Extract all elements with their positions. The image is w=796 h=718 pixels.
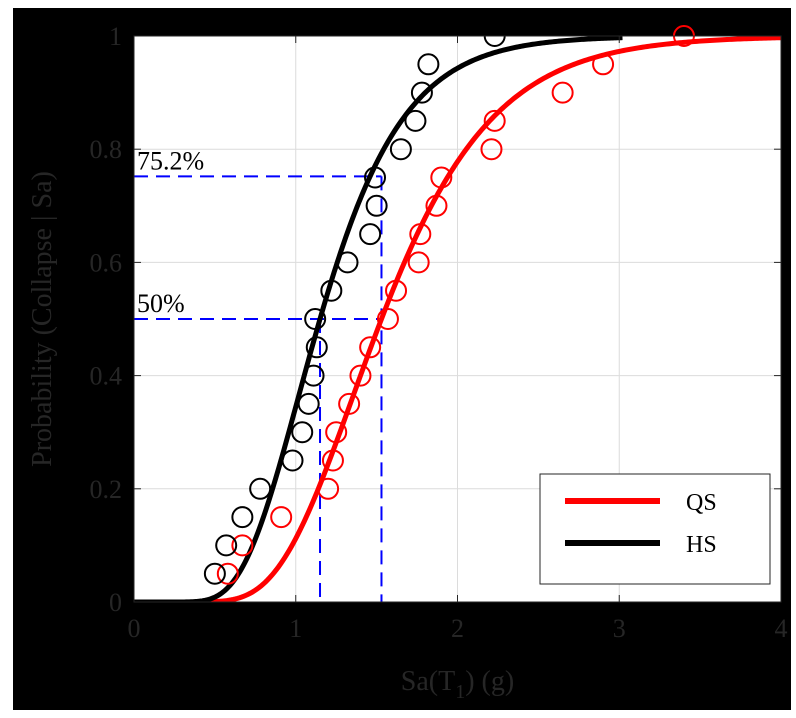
data-point-hs [302, 364, 325, 387]
y-tick-label: 0 [109, 588, 122, 617]
data-point-hs [417, 53, 440, 76]
data-point-hs [404, 109, 427, 132]
data-point-hs [297, 392, 320, 415]
guide-lines [134, 175, 383, 602]
data-point-hs [203, 562, 226, 585]
data-point-qs [216, 562, 239, 585]
data-point-qs [407, 251, 430, 274]
legend: QS HS [539, 473, 771, 585]
legend-label-hs: HS [686, 532, 717, 558]
data-point-qs [409, 223, 432, 246]
data-point-qs [376, 308, 399, 330]
y-tick-label: 0.2 [90, 475, 123, 504]
data-point-qs [385, 279, 408, 302]
data-point-qs [483, 109, 506, 132]
data-point-hs [249, 477, 272, 500]
data-point-qs [592, 53, 615, 76]
data-point-hs [410, 81, 433, 104]
y-tick-label: 0.6 [90, 248, 123, 277]
data-point-hs [291, 421, 314, 444]
data-point-hs [365, 194, 388, 217]
annotation-label: 50% [137, 289, 185, 318]
annotations: 75.2% 50% [137, 146, 204, 318]
x-tick-label: 1 [289, 614, 302, 643]
data-point-hs [305, 336, 328, 359]
figure-background: 0 1 2 3 4 0 0.2 0.4 0.6 0.8 1 75.2% 50% Sa(T1) (g) … [13, 8, 791, 710]
data-point-hs [389, 138, 412, 161]
y-tick-label: 1 [109, 22, 122, 51]
y-tick-label: 0.8 [90, 135, 123, 164]
chart: 0 1 2 3 400.20.40.60.81 75.2%50% Sa(T1) (g) … [27, 22, 788, 703]
x-tick-label: 2 [451, 614, 464, 643]
grid [134, 36, 781, 602]
y-tick-label: 0.4 [90, 362, 123, 391]
data-point-qs [349, 364, 372, 387]
y-axis-label: Probability (Collapse | Sa) [27, 171, 58, 467]
data-point-qs [317, 477, 340, 500]
data-point-qs [321, 449, 344, 472]
axis-ticks: 0 1 2 3 4 0 0.2 0.4 0.6 0.8 1 [90, 22, 788, 643]
data-point-qs [338, 392, 361, 415]
x-tick-label: 3 [613, 614, 626, 643]
data-point-qs [480, 138, 503, 161]
data-point-hs [215, 534, 238, 557]
fit-curve-qs [134, 36, 781, 602]
data-point-hs [359, 223, 382, 246]
data-point-qs [231, 534, 254, 557]
data-point-hs [336, 251, 359, 274]
data-point-qs [551, 81, 574, 104]
data-point-qs [359, 336, 382, 359]
fit-curves [134, 36, 781, 602]
data-point-hs [320, 279, 343, 302]
x-tick-label: 4 [775, 614, 788, 643]
legend-label-qs: QS [686, 490, 717, 516]
data-point-qs [430, 166, 453, 189]
data-point-hs [304, 308, 327, 330]
data-point-qs [425, 194, 448, 217]
legend-box [539, 473, 771, 585]
data-point-hs [364, 166, 387, 189]
data-markers [203, 25, 695, 585]
data-point-hs [231, 506, 254, 529]
data-point-hs [281, 449, 304, 472]
x-tick-label: 0 [128, 614, 141, 643]
annotation-label: 75.2% [137, 146, 204, 175]
data-point-qs [325, 421, 348, 444]
data-point-qs [270, 506, 293, 529]
x-axis-label: Sa(T1) (g) [401, 666, 514, 703]
fit-curve-hs [134, 36, 623, 602]
